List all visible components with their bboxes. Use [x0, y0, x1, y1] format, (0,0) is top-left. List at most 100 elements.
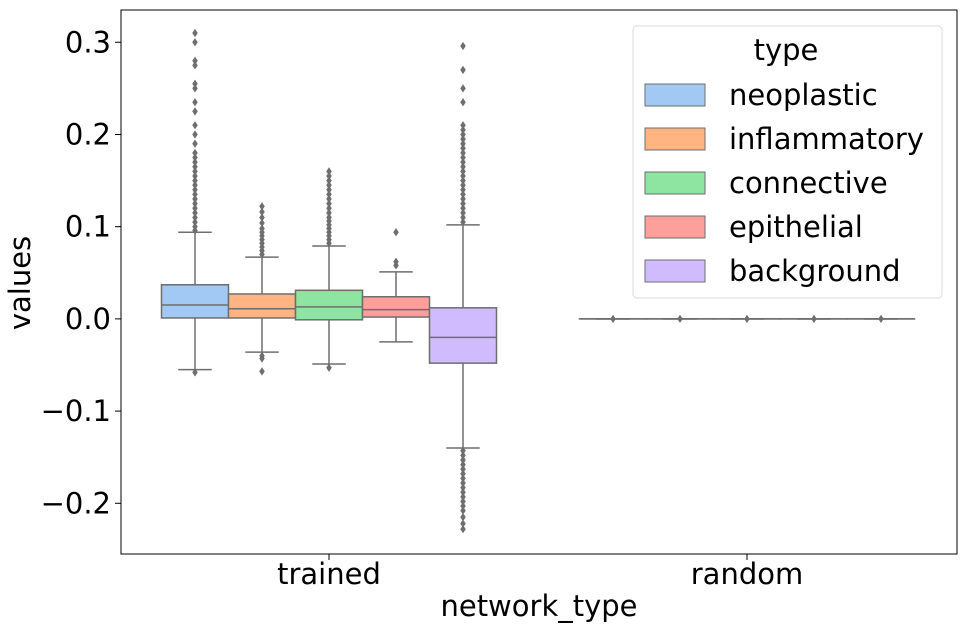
outlier-point — [192, 84, 198, 93]
outlier-point — [677, 314, 683, 324]
outlier-point — [460, 157, 466, 167]
y-tick-label: 0.0 — [65, 302, 111, 336]
outlier-point — [460, 41, 466, 51]
legend-label-inflammatory: inflammatory — [729, 122, 924, 156]
outlier-point — [192, 153, 198, 162]
outlier-point — [460, 130, 466, 139]
outlier-point — [744, 314, 750, 324]
outlier-point — [192, 162, 198, 171]
outlier-point — [192, 157, 198, 167]
outlier-point — [192, 98, 198, 107]
outlier-point — [460, 167, 466, 176]
box-epithelial-trained — [361, 228, 431, 343]
box-inflammatory-trained — [227, 202, 297, 376]
legend-swatch-inflammatory — [644, 127, 706, 151]
outlier-point — [460, 148, 466, 158]
box-epithelial-random — [779, 314, 849, 324]
outlier-point — [460, 171, 466, 181]
outlier-point — [811, 314, 817, 324]
x-axis: trained random — [277, 554, 803, 591]
box-background-trained — [428, 41, 498, 534]
y-tick-label: 0.1 — [65, 210, 111, 244]
outlier-point — [192, 107, 198, 116]
y-tick-label: −0.1 — [41, 394, 111, 428]
legend-label-connective: connective — [729, 166, 888, 200]
box-inflammatory-random — [645, 314, 715, 324]
y-tick-label: 0.3 — [65, 25, 111, 59]
legend-title: type — [754, 33, 819, 67]
outlier-point — [326, 171, 332, 181]
outlier-point — [192, 130, 198, 139]
outlier-point — [326, 208, 332, 217]
plot-elements — [160, 28, 916, 534]
outlier-point — [192, 185, 198, 194]
outlier-point — [460, 199, 466, 208]
outlier-point — [393, 257, 399, 266]
outlier-point — [192, 368, 198, 377]
outlier-point — [460, 208, 466, 217]
legend-label-neoplastic: neoplastic — [729, 78, 878, 112]
outlier-point — [192, 199, 198, 208]
outlier-point — [460, 176, 466, 185]
outlier-point — [326, 213, 332, 222]
y-axis-label: values — [3, 236, 37, 330]
outlier-point — [326, 204, 332, 213]
outlier-point — [192, 222, 198, 231]
outlier-point — [460, 84, 466, 93]
box-iqr — [428, 307, 498, 364]
box-connective-random — [712, 314, 782, 324]
outlier-point — [326, 363, 332, 372]
outlier-point — [326, 176, 332, 185]
outlier-point — [460, 524, 466, 534]
y-tick-label: 0.2 — [65, 117, 111, 151]
outlier-point — [460, 134, 466, 144]
outlier-point — [259, 218, 265, 228]
y-axis: −0.2 −0.1 0.0 0.1 0.2 0.3 — [41, 25, 121, 520]
outlier-point — [192, 171, 198, 181]
outlier-point — [460, 139, 466, 148]
outlier-point — [192, 148, 198, 158]
outlier-point — [192, 204, 198, 213]
outlier-point — [460, 185, 466, 194]
outlier-point — [460, 204, 466, 213]
outlier-point — [460, 125, 466, 135]
outlier-point — [192, 38, 198, 47]
outlier-point — [460, 162, 466, 171]
outlier-point — [192, 79, 198, 88]
legend-items: neoplastic inflammatory connective epitheli… — [644, 78, 924, 288]
outlier-point — [326, 181, 332, 190]
box-iqr — [294, 289, 364, 321]
outlier-point — [326, 167, 332, 176]
box-neoplastic-random — [578, 314, 648, 324]
outlier-point — [460, 121, 466, 130]
outlier-point — [259, 213, 265, 222]
outlier-point — [192, 28, 198, 38]
legend-label-epithelial: epithelial — [729, 210, 863, 244]
outlier-point — [259, 367, 265, 376]
x-tick-label: trained — [277, 557, 381, 591]
outlier-point — [460, 217, 466, 227]
outlier-point — [192, 139, 198, 148]
outlier-point — [460, 153, 466, 162]
outlier-point — [259, 224, 265, 233]
outlier-point — [192, 213, 198, 222]
box-connective-trained — [294, 167, 364, 372]
outlier-point — [259, 207, 265, 217]
legend-swatch-connective — [644, 171, 706, 195]
outlier-point — [460, 144, 466, 153]
outlier-point — [192, 167, 198, 176]
outlier-point — [326, 199, 332, 208]
legend-frame — [632, 25, 943, 299]
outlier-point — [192, 181, 198, 190]
legend-swatch-background — [644, 259, 706, 283]
outlier-point — [460, 181, 466, 190]
outlier-point — [460, 65, 466, 75]
outlier-point — [192, 56, 198, 65]
outlier-point — [460, 194, 466, 204]
legend-label-background: background — [729, 254, 901, 288]
outlier-point — [326, 194, 332, 204]
x-tick-label: random — [691, 557, 803, 591]
outlier-point — [610, 314, 616, 324]
box-iqr — [227, 293, 297, 319]
